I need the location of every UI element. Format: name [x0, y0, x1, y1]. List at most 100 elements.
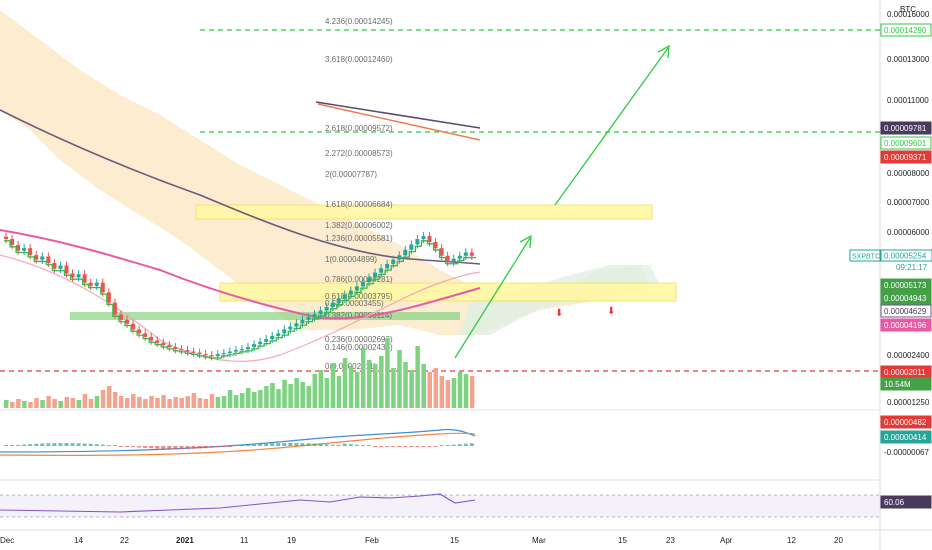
candle — [94, 282, 99, 286]
candle — [294, 323, 299, 327]
candle — [70, 273, 75, 278]
macd-histogram-bar — [112, 445, 117, 446]
time-label: Apr — [720, 536, 733, 545]
fib-level-label: 0.146(0.00002433) — [325, 343, 393, 352]
macd-histogram-bar — [233, 445, 238, 446]
candle — [16, 245, 21, 251]
fib-level-label: 1.618(0.00006684) — [325, 200, 393, 209]
moving-average-light-line — [0, 254, 481, 362]
macd-histogram-bar — [143, 446, 148, 448]
fib-level-label: 4.236(0.00014245) — [325, 17, 393, 26]
candle — [391, 259, 396, 264]
candle — [34, 255, 39, 260]
price-tag: 0.00004629 — [884, 307, 927, 316]
price-tag-box — [880, 291, 932, 305]
price-tags: 0.00014290 0.00009781 0.00009601 0.00009371… — [880, 23, 932, 509]
candle — [185, 350, 190, 352]
macd-histogram-bar — [246, 444, 250, 446]
candle — [409, 244, 414, 250]
price-tag: 0.00009601 — [884, 139, 927, 148]
macd-histogram-bar — [52, 443, 57, 446]
time-label: Dec — [0, 536, 14, 545]
price-label: 0.00006000 — [887, 228, 930, 237]
price-tag-box — [880, 430, 932, 444]
volume-bar — [131, 394, 136, 408]
macd-histogram-bar — [270, 443, 275, 446]
volume-bar — [397, 350, 402, 408]
volume-bar — [312, 374, 318, 408]
volume-bar — [354, 372, 360, 408]
price-label: 0.00011000 — [887, 96, 929, 105]
macd-histogram-bar — [282, 443, 287, 446]
volume-bar — [227, 390, 233, 408]
volume-bar — [367, 360, 372, 408]
volume-bar — [82, 394, 88, 408]
candle — [179, 349, 184, 351]
candle — [227, 351, 232, 354]
volume-bar — [373, 364, 378, 408]
volume-bar — [342, 358, 348, 408]
volume-bar — [270, 383, 275, 408]
volume-bar — [282, 380, 287, 408]
candle — [252, 344, 257, 348]
macd-histogram-bar — [373, 446, 378, 447]
volume-bar — [203, 399, 209, 408]
candle — [161, 342, 166, 346]
macd-histogram-bar — [46, 443, 51, 446]
price-tag: 0.00000414 — [884, 433, 927, 442]
volume-bar — [318, 370, 324, 408]
macd-histogram-bar — [191, 446, 196, 449]
price-label: 0.00007000 — [887, 198, 930, 207]
candle — [348, 290, 353, 295]
rsi-band — [0, 495, 880, 517]
volume-bar — [64, 397, 69, 408]
macd-histogram-bar — [451, 444, 456, 446]
volume-bar — [52, 399, 57, 408]
macd-line — [0, 428, 476, 453]
macd-histogram-bar — [239, 445, 244, 446]
macd-histogram-bar — [64, 443, 69, 446]
macd-histogram-bar — [391, 446, 396, 447]
candle — [52, 262, 57, 269]
macd-histogram-bar — [264, 443, 269, 446]
volume-bar — [16, 399, 21, 408]
macd-histogram-bar — [330, 444, 335, 446]
candle — [360, 282, 365, 287]
candle — [469, 252, 474, 256]
macd-histogram-bar — [403, 446, 408, 447]
time-label: 14 — [74, 536, 83, 545]
candle — [215, 354, 220, 357]
price-tag-box — [880, 415, 932, 429]
bar-countdown: 09:21:17 — [896, 263, 928, 272]
price-tag-box — [880, 445, 932, 459]
volume-bars — [4, 338, 475, 408]
macd-histogram-bar — [348, 444, 353, 446]
candle — [64, 265, 69, 274]
volume-bar — [40, 400, 45, 408]
macd-histogram-bar — [258, 444, 263, 446]
macd-histogram-bar — [70, 443, 75, 446]
macd-histogram-bar — [354, 444, 359, 446]
candle — [131, 323, 136, 330]
volume-bar — [100, 390, 106, 408]
macd-histogram-bar — [342, 443, 347, 446]
candle — [306, 317, 311, 320]
time-label: 11 — [240, 536, 249, 545]
price-label: 0.00001250 — [887, 398, 930, 407]
price-tag: 0.00004943 — [884, 294, 927, 303]
macd-histogram-bar — [215, 446, 220, 448]
candle — [312, 314, 317, 318]
macd-histogram-bar — [427, 446, 432, 447]
price-tag: 60.06 — [884, 498, 905, 507]
macd-histogram-bar — [149, 446, 154, 449]
macd-histogram-bar — [415, 446, 420, 447]
volume-bar — [457, 372, 463, 408]
volume-bar — [112, 392, 118, 408]
volume-bar — [185, 396, 190, 408]
macd-histogram-bar — [318, 443, 323, 446]
volume-bar — [179, 398, 184, 408]
volume-bar — [252, 392, 257, 408]
candle — [88, 282, 93, 286]
projection-ma-dark — [315, 101, 481, 129]
